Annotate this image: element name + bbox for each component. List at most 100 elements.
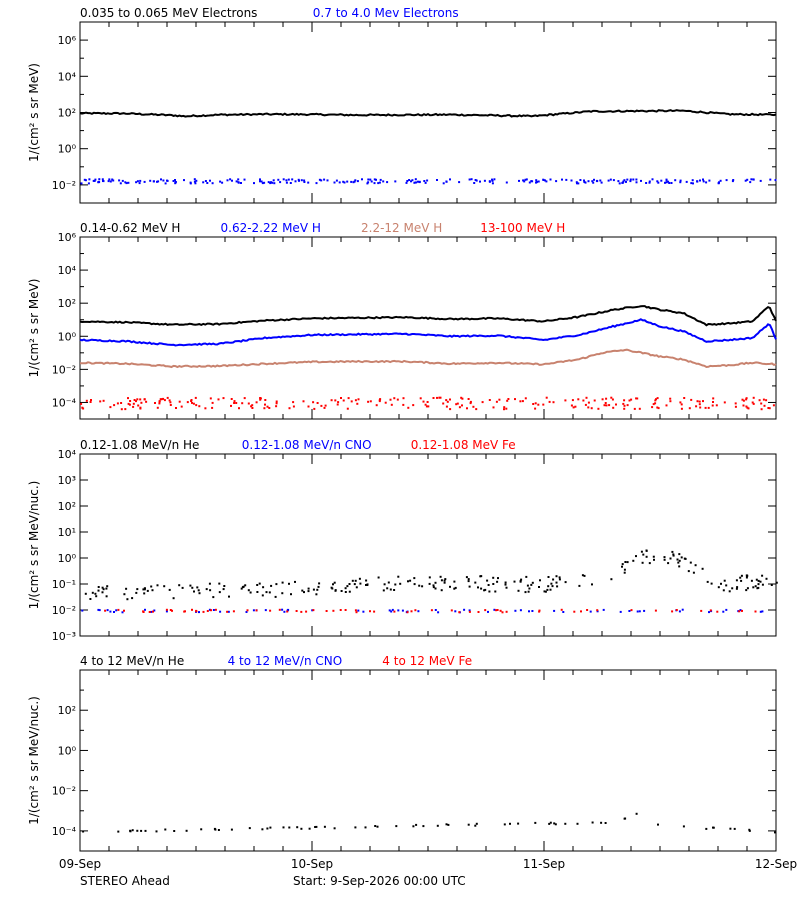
- data-point: [200, 828, 203, 831]
- data-point: [702, 400, 704, 403]
- data-point: [672, 554, 675, 557]
- data-point: [164, 182, 167, 185]
- data-point: [423, 180, 426, 182]
- data-point: [761, 583, 764, 586]
- data-point: [388, 609, 391, 612]
- data-point: [157, 180, 160, 183]
- data-point: [483, 589, 486, 592]
- data-point: [352, 181, 355, 184]
- data-point: [357, 398, 360, 401]
- data-point: [526, 584, 529, 587]
- data-point: [113, 611, 115, 613]
- data-point: [553, 609, 556, 612]
- data-point: [493, 608, 496, 611]
- data-point: [772, 404, 775, 407]
- y-tick-label: 10⁴: [58, 264, 77, 277]
- data-point: [283, 610, 286, 613]
- data-point: [524, 591, 527, 594]
- data-point: [461, 404, 463, 407]
- data-point: [623, 571, 626, 574]
- data-point: [474, 581, 477, 584]
- data-point: [209, 397, 212, 400]
- data-point: [716, 610, 719, 613]
- data-point: [683, 397, 686, 399]
- data-point: [246, 609, 249, 612]
- data-point: [129, 400, 132, 402]
- data-point: [677, 561, 680, 564]
- data-point: [428, 576, 431, 579]
- data-point: [668, 182, 671, 184]
- data-point: [185, 829, 188, 832]
- data-point: [432, 586, 435, 589]
- data-point: [222, 397, 225, 400]
- data-point: [671, 550, 674, 553]
- data-point: [350, 180, 353, 183]
- data-point: [415, 823, 418, 826]
- series-line: [79, 318, 777, 347]
- data-point: [406, 611, 409, 614]
- data-point: [323, 825, 326, 828]
- data-point: [577, 398, 580, 401]
- data-point: [422, 825, 425, 828]
- data-point: [723, 579, 726, 582]
- data-point: [237, 178, 240, 181]
- data-point: [255, 401, 258, 404]
- data-point: [774, 179, 777, 182]
- data-point: [625, 180, 627, 183]
- data-point: [626, 404, 629, 407]
- data-point: [143, 398, 146, 401]
- data-point: [235, 402, 238, 404]
- data-point: [282, 826, 285, 829]
- legend-entry: 4 to 12 MeV/n CNO: [228, 654, 343, 668]
- data-point: [214, 608, 217, 611]
- data-point: [437, 611, 440, 614]
- data-point: [458, 406, 461, 409]
- data-point: [422, 400, 425, 403]
- legend-entry: 0.14-0.62 MeV H: [80, 221, 180, 235]
- data-point: [564, 399, 567, 402]
- data-point: [82, 830, 85, 833]
- data-point: [523, 180, 526, 183]
- data-point: [88, 178, 91, 181]
- data-point: [468, 585, 471, 588]
- data-point: [460, 396, 463, 399]
- data-point: [178, 400, 181, 403]
- data-point: [582, 399, 585, 402]
- data-point: [746, 406, 749, 409]
- data-point: [118, 179, 121, 182]
- data-point: [564, 581, 567, 584]
- data-point: [275, 405, 278, 408]
- data-point: [475, 408, 478, 411]
- data-point: [705, 827, 708, 830]
- data-point: [696, 400, 699, 403]
- data-point: [263, 407, 266, 410]
- data-point: [735, 587, 738, 590]
- data-point: [354, 399, 357, 402]
- data-point: [407, 580, 409, 583]
- data-point: [492, 406, 495, 409]
- data-point: [427, 405, 430, 408]
- data-point: [346, 585, 349, 588]
- data-point: [657, 823, 659, 826]
- data-point: [680, 403, 683, 406]
- data-point: [402, 403, 405, 406]
- data-point: [273, 182, 276, 185]
- data-point: [333, 581, 336, 584]
- data-point: [131, 829, 134, 832]
- data-point: [282, 178, 285, 181]
- data-point: [550, 582, 553, 585]
- data-point: [678, 553, 681, 556]
- data-point: [491, 179, 494, 182]
- data-point: [414, 181, 417, 184]
- y-tick-label: 10²: [58, 107, 76, 120]
- data-point: [410, 610, 413, 613]
- data-point: [127, 402, 130, 405]
- data-point: [364, 826, 367, 829]
- data-point: [105, 587, 108, 590]
- data-point: [389, 588, 392, 591]
- data-point: [149, 179, 152, 182]
- data-point: [671, 610, 674, 613]
- data-point: [229, 178, 232, 181]
- data-point: [679, 181, 682, 184]
- data-point: [289, 182, 292, 184]
